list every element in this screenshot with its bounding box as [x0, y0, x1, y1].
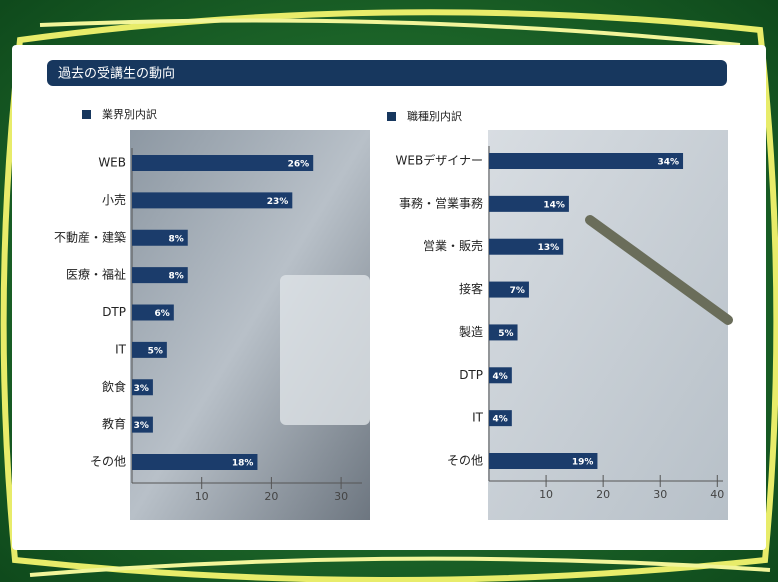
- bar: [132, 267, 188, 284]
- value-label: 19%: [572, 458, 594, 468]
- value-label: 6%: [155, 309, 170, 319]
- category-label: 教育: [102, 416, 126, 431]
- header-bar: [47, 60, 727, 86]
- bar: [132, 379, 153, 396]
- bar: [489, 153, 684, 169]
- value-label: 26%: [288, 160, 310, 170]
- bar: [489, 195, 569, 212]
- legend-square: [82, 110, 91, 119]
- x-tick-label: 40: [710, 488, 724, 501]
- x-tick-label: 10: [539, 488, 553, 501]
- photo-pen: [585, 215, 733, 325]
- bar: [489, 410, 512, 427]
- chart-title: 業界別内訳: [102, 107, 157, 121]
- value-label: 23%: [267, 197, 289, 207]
- category-label: 飲食: [102, 379, 126, 394]
- legend-square: [387, 112, 396, 121]
- bar: [489, 281, 529, 298]
- decor-swirl: [29, 18, 771, 577]
- category-label: 接客: [459, 281, 483, 296]
- category-label: DTP: [459, 368, 483, 382]
- header-title: 過去の受講生の動向: [58, 66, 175, 82]
- category-label: 営業・販売: [423, 238, 483, 253]
- value-label: 8%: [168, 234, 183, 244]
- category-label: 不動産・建築: [54, 229, 126, 244]
- value-label: 3%: [134, 384, 149, 394]
- bar: [132, 192, 293, 209]
- value-label: 18%: [232, 459, 254, 469]
- value-label: 34%: [658, 158, 680, 168]
- bar: [489, 238, 564, 255]
- photo-keyboard-keys: [280, 275, 370, 425]
- category-label: DTP: [102, 305, 126, 319]
- category-label: IT: [115, 342, 127, 356]
- bar: [489, 324, 518, 341]
- bar: [132, 229, 188, 246]
- category-label: 製造: [459, 325, 483, 339]
- bar: [132, 454, 258, 470]
- value-label: 8%: [168, 272, 183, 282]
- bar: [132, 304, 174, 321]
- category-label: WEB: [98, 156, 126, 170]
- bar: [489, 367, 512, 384]
- category-label: その他: [90, 455, 126, 469]
- value-label: 5%: [498, 329, 513, 339]
- bar: [132, 416, 153, 433]
- x-tick-label: 30: [653, 488, 667, 501]
- chart-title: 職種別内訳: [407, 109, 462, 123]
- x-tick-label: 20: [596, 488, 610, 501]
- value-label: 4%: [493, 415, 508, 425]
- value-label: 3%: [134, 421, 149, 431]
- x-tick-label: 20: [264, 490, 278, 503]
- category-label: 医療・福祉: [66, 267, 126, 282]
- x-tick-label: 10: [195, 490, 209, 503]
- category-label: 小売: [102, 192, 126, 207]
- bar: [132, 341, 167, 358]
- value-label: 14%: [543, 200, 565, 210]
- value-label: 13%: [538, 243, 560, 253]
- category-label: WEBデザイナー: [396, 153, 483, 168]
- bar: [489, 453, 598, 469]
- category-label: 事務・営業事務: [399, 196, 483, 210]
- category-label: IT: [472, 411, 484, 425]
- bar: [132, 155, 314, 171]
- decor-swirl: [0, 9, 778, 582]
- category-label: その他: [447, 454, 483, 468]
- x-tick-label: 30: [334, 490, 348, 503]
- value-label: 4%: [493, 372, 508, 382]
- value-label: 7%: [510, 286, 525, 296]
- value-label: 5%: [148, 346, 163, 356]
